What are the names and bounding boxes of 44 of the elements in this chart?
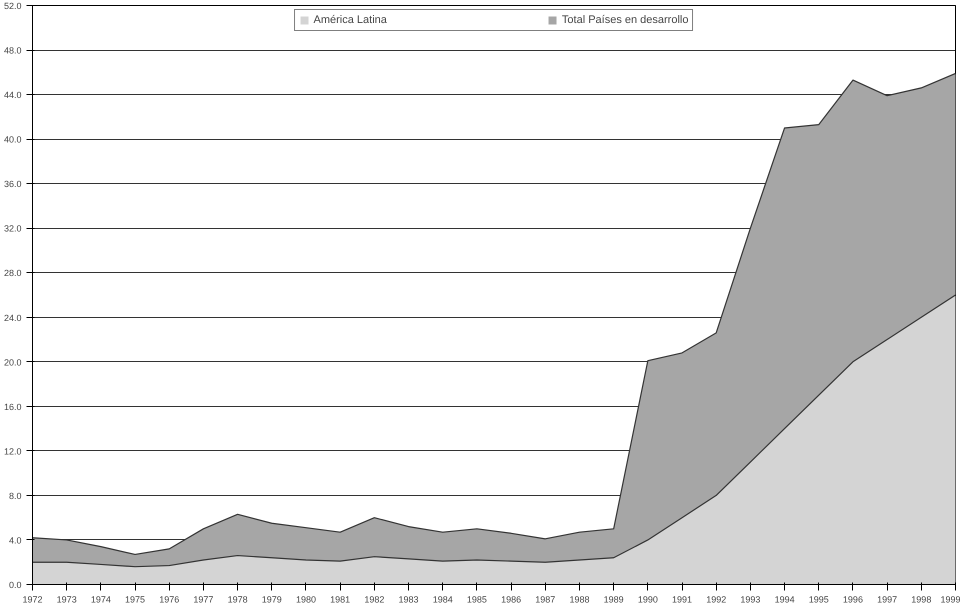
x-tick-label: 1981 <box>330 594 350 604</box>
x-tick-label: 1979 <box>262 594 282 604</box>
y-tick-label: 8.0 <box>8 490 22 501</box>
y-tick-label: 32.0 <box>4 224 22 234</box>
y-tick-label: 28.0 <box>4 268 22 278</box>
y-tick-label: 40.0 <box>4 134 22 145</box>
x-tick-label: 1974 <box>90 594 111 604</box>
x-tick-label: 1990 <box>638 594 658 604</box>
x-tick-label: 1980 <box>296 594 316 604</box>
legend-label: América Latina <box>314 14 387 26</box>
x-tick-label: 1975 <box>125 594 146 604</box>
x-tick-label: 1992 <box>706 594 726 604</box>
y-tick-label: 4.0 <box>8 535 22 546</box>
x-tick-label: 1976 <box>159 594 180 604</box>
x-tick-label: 1972 <box>22 594 43 604</box>
x-tick-label: 1982 <box>364 594 384 604</box>
x-tick-label: 1983 <box>398 594 419 604</box>
x-tick-label: 1997 <box>877 594 898 604</box>
x-tick-label: 1984 <box>432 594 453 604</box>
x-tick-label: 1985 <box>466 594 487 604</box>
x-tick-label: 1989 <box>604 594 624 604</box>
x-tick-label: 1994 <box>774 594 795 604</box>
x-tick-label: 1998 <box>911 594 932 604</box>
y-tick-label: 48.0 <box>4 46 22 56</box>
y-tick-label: 44.0 <box>4 90 22 100</box>
y-tick-label: 20.0 <box>4 357 22 368</box>
x-tick-label: 1978 <box>228 594 248 604</box>
x-tick-label: 1995 <box>808 594 829 604</box>
y-tick-label: 12.0 <box>4 446 22 456</box>
x-tick-label: 1977 <box>193 594 214 604</box>
y-tick-label: 24.0 <box>4 312 22 323</box>
x-tick-label: 1986 <box>501 594 522 604</box>
x-tick-label: 1987 <box>535 594 556 604</box>
x-tick-label: 1996 <box>842 594 863 604</box>
x-tick-label: 1993 <box>740 594 760 604</box>
y-tick-label: 36.0 <box>4 179 22 190</box>
x-tick-label: 1991 <box>672 594 692 604</box>
y-tick-label: 52.0 <box>4 1 22 11</box>
y-tick-label: 16.0 <box>4 402 22 412</box>
x-tick-label: 1973 <box>56 594 77 604</box>
x-tick-label: 1999 <box>940 594 961 604</box>
x-tick-label: 1988 <box>569 594 590 604</box>
legend-label: Total Países en desarrollo <box>562 14 688 26</box>
y-tick-label: 0.0 <box>8 580 22 590</box>
